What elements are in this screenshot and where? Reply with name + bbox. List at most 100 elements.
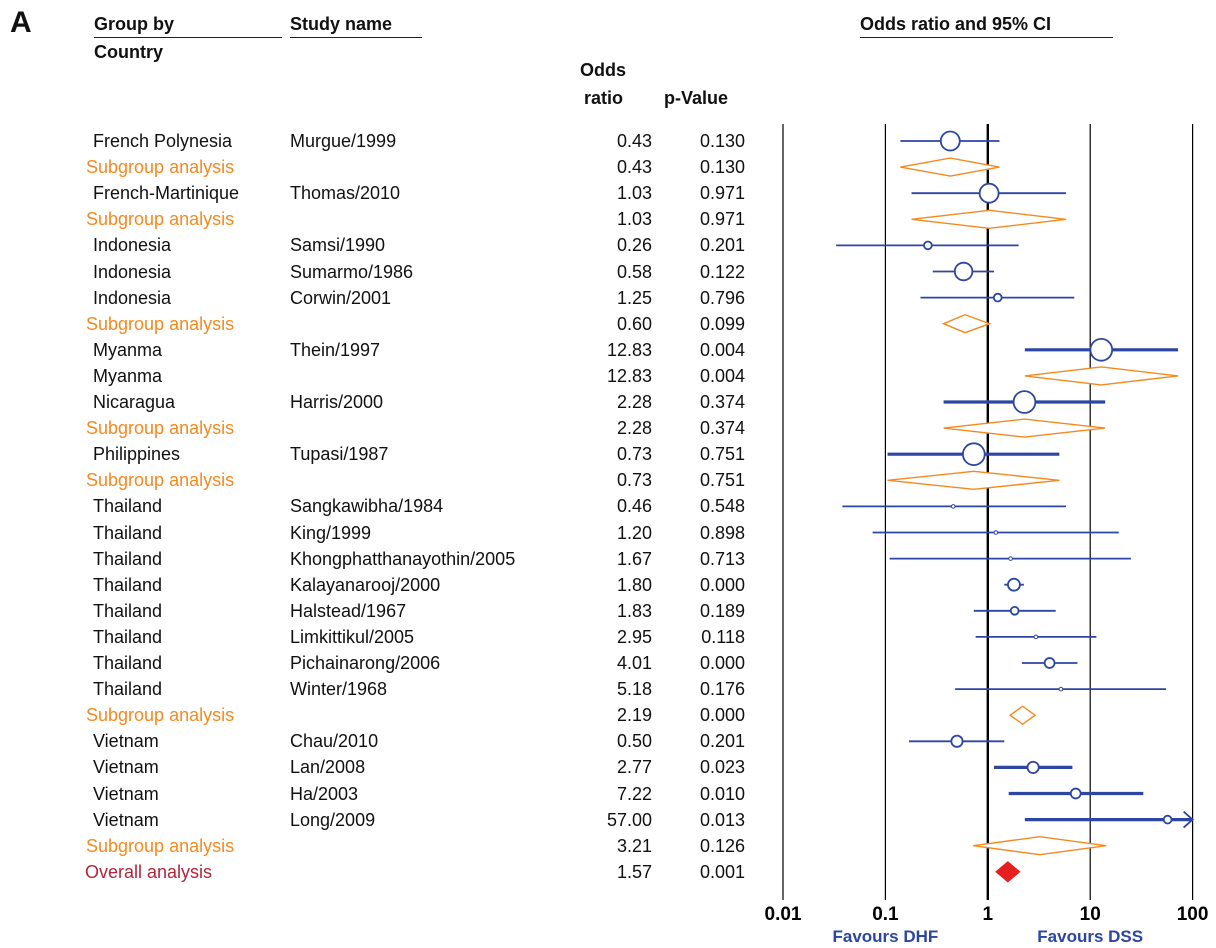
- row-p-value: 0.126: [699, 835, 745, 856]
- row-group-label: French-Martinique: [93, 183, 240, 204]
- row-p-value: 0.122: [699, 261, 745, 282]
- point-estimate: [993, 530, 999, 535]
- point-estimate: [1089, 337, 1114, 362]
- row-study-name: Khongphatthanayothin/2005: [290, 548, 516, 569]
- ci-arrow: [1183, 810, 1194, 829]
- row-p-value: 0.971: [699, 209, 745, 230]
- row-odds-ratio: 1.80: [616, 574, 652, 595]
- row-group-label: Vietnam: [93, 783, 159, 804]
- point-estimate: [1026, 760, 1040, 774]
- row-study-name: Corwin/2001: [290, 287, 392, 308]
- row-group-label: Thailand: [93, 496, 163, 517]
- row-p-value: 0.023: [699, 757, 745, 778]
- row-study-name: Ha/2003: [290, 783, 359, 804]
- row-study-name: Tupasi/1987: [290, 444, 389, 465]
- row-p-value: 0.130: [699, 157, 745, 178]
- row-p-value: 0.898: [699, 522, 745, 543]
- row-odds-ratio: 0.50: [616, 731, 652, 752]
- row-p-value: 0.010: [699, 783, 745, 804]
- x-tick-label: 1: [983, 904, 994, 925]
- row-study-name: Halstead/1967: [290, 600, 407, 621]
- row-p-value: 0.004: [699, 365, 745, 386]
- row-p-value: 0.000: [699, 705, 745, 726]
- point-estimate: [1058, 686, 1064, 692]
- row-study-name: Winter/1968: [290, 679, 388, 700]
- row-p-value: 0.000: [699, 574, 745, 595]
- row-p-value: 0.201: [699, 731, 745, 752]
- row-p-value: 0.176: [699, 679, 745, 700]
- subgroup-diamond: [900, 157, 1000, 177]
- row-group-label: Subgroup analysis: [86, 418, 235, 439]
- row-group-label: Indonesia: [93, 261, 172, 282]
- row-odds-ratio: 0.60: [616, 313, 652, 334]
- row-group-label: Thailand: [93, 548, 163, 569]
- subgroup-diamond: [941, 313, 992, 334]
- x-tick-label: 100: [1177, 904, 1209, 925]
- row-odds-ratio: 0.46: [616, 496, 652, 517]
- row-study-name: Thein/1997: [290, 339, 381, 360]
- point-estimate: [962, 442, 986, 467]
- country-header: Country: [94, 42, 163, 62]
- ci-title: Odds ratio and 95% CI: [860, 14, 1113, 38]
- row-group-label: Indonesia: [93, 287, 172, 308]
- point-estimate: [978, 182, 1000, 204]
- row-study-name: King/1999: [290, 522, 372, 543]
- row-p-value: 0.751: [699, 470, 745, 491]
- point-estimate: [939, 130, 961, 152]
- row-study-name: Limkittikul/2005: [290, 626, 415, 647]
- row-odds-ratio: 5.18: [616, 679, 652, 700]
- row-study-name: Thomas/2010: [290, 183, 401, 204]
- row-odds-ratio: 1.25: [616, 287, 652, 308]
- point-estimate: [1033, 634, 1039, 640]
- row-odds-ratio: 0.58: [616, 261, 652, 282]
- panel-label: A: [10, 6, 32, 39]
- row-study-name: Lan/2008: [290, 757, 366, 778]
- row-group-label: Subgroup analysis: [86, 705, 235, 726]
- row-p-value: 0.004: [699, 339, 745, 360]
- row-p-value: 0.001: [699, 861, 745, 882]
- row-group-label: Thailand: [93, 600, 163, 621]
- subgroup-diamond: [887, 470, 1060, 491]
- row-study-name: Chau/2010: [290, 731, 379, 752]
- point-estimate: [1069, 787, 1082, 800]
- row-group-label: Indonesia: [93, 235, 172, 256]
- favours-left-label: Favours DHF: [833, 927, 939, 946]
- row-p-value: 0.751: [699, 444, 745, 465]
- point-estimate: [953, 261, 974, 282]
- point-estimate: [950, 734, 964, 748]
- row-odds-ratio: 2.28: [616, 418, 652, 439]
- row-study-name: Kalayanarooj/2000: [290, 574, 441, 595]
- subgroup-diamond: [943, 418, 1106, 438]
- row-odds-ratio: 1.20: [616, 522, 652, 543]
- row-odds-ratio: 1.03: [616, 183, 652, 204]
- row-odds-ratio: 12.83: [606, 365, 652, 386]
- row-odds-ratio: 2.19: [616, 705, 652, 726]
- row-group-label: Thailand: [93, 626, 163, 647]
- row-group-label: Myanma: [93, 365, 163, 386]
- row-group-label: French Polynesia: [93, 131, 233, 151]
- row-study-name: Pichainarong/2006: [290, 653, 441, 673]
- row-odds-ratio: 2.77: [616, 757, 652, 778]
- row-p-value: 0.189: [699, 600, 745, 621]
- group-by-header: Group by: [94, 14, 282, 38]
- x-tick-label: 0.1: [872, 904, 899, 925]
- row-odds-ratio: 0.43: [616, 131, 652, 151]
- subgroup-diamond: [1024, 366, 1179, 386]
- p-value-header: p-Value: [664, 88, 729, 108]
- row-group-label: Subgroup analysis: [86, 157, 235, 178]
- row-study-name: Sumarmo/1986: [290, 261, 414, 282]
- row-p-value: 0.000: [699, 653, 745, 673]
- row-group-label: Subgroup analysis: [86, 209, 235, 230]
- odds-ratio-header-line1: Odds: [580, 60, 627, 80]
- point-estimate: [1012, 390, 1037, 414]
- row-odds-ratio: 1.83: [616, 600, 652, 621]
- favours-right-label: Favours DSS: [1037, 927, 1143, 946]
- row-p-value: 0.201: [699, 235, 745, 256]
- point-estimate: [923, 240, 933, 251]
- point-estimate: [1008, 556, 1013, 561]
- point-estimate: [1007, 577, 1021, 592]
- row-odds-ratio: 0.26: [616, 235, 652, 256]
- row-odds-ratio: 1.03: [616, 209, 652, 230]
- row-study-name: Murgue/1999: [290, 131, 397, 151]
- row-odds-ratio: 1.67: [616, 548, 652, 569]
